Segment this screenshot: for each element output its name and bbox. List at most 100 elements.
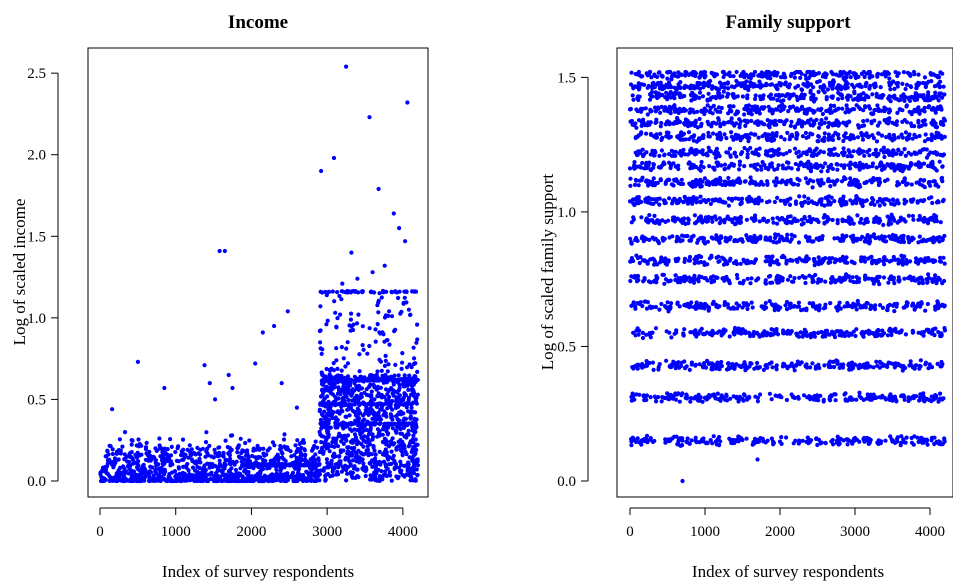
family-support-point [740,437,745,442]
family-support-point [669,335,674,340]
family-support-point [746,330,752,335]
family-support-point [917,234,922,239]
income-point [335,366,340,371]
income-point [340,281,345,286]
family-support-point [711,434,716,439]
family-support-point [814,436,819,441]
family-support-point [750,305,755,310]
family-support-point [942,326,947,331]
income-point [354,393,359,398]
family-support-point [633,177,639,183]
family-support-point [699,254,704,259]
family-support-point [922,260,927,265]
income-x-tick-label: 2000 [236,524,266,540]
income-point [395,412,400,417]
income-point [164,458,169,463]
family-support-point [826,332,832,337]
family-support-point [800,334,805,339]
income-point [297,441,302,446]
income-point [144,440,149,445]
family-support-point [834,258,839,263]
family-support-point [804,333,810,338]
family-support-point [693,362,698,367]
family-support-point [644,393,650,398]
income-point [352,427,357,432]
income-point [382,412,387,417]
family-support-point [855,179,860,184]
family-support-point [692,257,697,262]
income-point [381,289,386,294]
family-support-point [838,238,843,243]
income-point [405,365,410,370]
family-support-point [784,435,789,440]
income-point [386,313,391,318]
family-support-point [729,198,735,203]
income-point [272,323,277,329]
family-support-point [698,200,703,205]
income-point [403,239,408,244]
family-support-point [902,397,907,402]
family-support-point [934,214,939,219]
family-support-point [807,214,812,219]
income-point [206,453,211,458]
income-point [377,377,382,382]
family-support-point [790,258,795,263]
family-support-point [739,364,744,370]
income-point [306,471,311,476]
income-point [408,414,413,419]
income-point [151,455,156,460]
income-point [390,456,395,461]
family-support-point [641,239,646,244]
income-point [367,442,373,447]
family-support-point [718,363,723,368]
family-support-point [840,254,846,259]
income-point [385,432,390,437]
family-support-point [866,256,871,261]
family-support-point [937,239,942,244]
family-support-point [942,278,947,284]
income-point [122,430,128,435]
income-point [348,471,353,476]
income-point [376,411,381,416]
income-point [270,440,275,445]
income-point [320,445,325,450]
family-support-point [764,219,769,224]
family-support-point [684,393,689,398]
family-support-point [889,437,894,442]
family-support-point [834,440,839,445]
family-support-point [883,396,888,401]
family-support-point [894,200,899,205]
family-support-point [815,217,820,222]
family-support-point [715,391,720,396]
income-point [192,475,197,480]
income-point [389,449,394,454]
family-support-point [662,236,667,241]
family-support-point [866,331,871,336]
income-point [298,462,303,467]
income-point [376,310,381,315]
income-plot-frame [87,47,429,498]
income-point [317,472,322,477]
family-support-point [850,275,855,280]
family-support-point [717,304,722,309]
family-support-point [776,280,782,285]
family-support-point [938,220,943,225]
income-x-axis: 0 1000 2000 3000 4000 [96,507,418,540]
family-support-point [828,260,833,265]
family-support-point [687,367,692,372]
family-support-point [863,273,868,278]
family-support-point [709,216,715,221]
family-support-point [639,215,644,220]
income-point [116,457,121,462]
family-support-point [781,198,787,203]
income-point [391,442,396,447]
income-point [318,289,323,294]
family-support-point [839,279,844,284]
family-support-point [892,309,897,314]
income-point [272,478,277,483]
income-point [221,464,226,469]
family-support-point [906,213,912,218]
income-point [116,476,121,481]
family-support-point [665,279,671,284]
income-point [349,311,354,316]
